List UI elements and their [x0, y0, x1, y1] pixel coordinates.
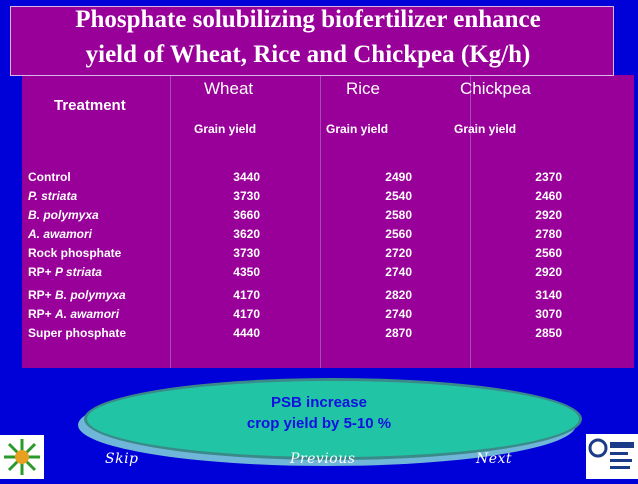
- yield-wheat: 4170: [233, 307, 260, 321]
- row-label-text: Control: [28, 170, 71, 184]
- yield-chickpea: 2780: [535, 227, 562, 241]
- callout-text: PSB increase crop yield by 5-10 %: [0, 392, 638, 434]
- title-bar: [10, 6, 614, 76]
- yield-chickpea: 2850: [535, 326, 562, 340]
- row-label-species: P striata: [55, 265, 102, 279]
- yield-wheat: 3730: [233, 246, 260, 260]
- column-divider: [470, 75, 471, 368]
- row-label: Rock phosphate: [28, 246, 121, 260]
- column-divider: [320, 75, 321, 368]
- table-panel: [22, 75, 634, 368]
- yield-rice: 2720: [385, 246, 412, 260]
- yield-chickpea: 2560: [535, 246, 562, 260]
- row-label-species: B. polymyxa: [28, 208, 99, 222]
- yield-chickpea: 2370: [535, 170, 562, 184]
- row-label-prefix: RP+: [28, 307, 56, 321]
- subheader-wheat: Grain yield: [194, 122, 257, 136]
- yield-wheat: 4170: [233, 288, 260, 302]
- row-label-prefix: RP+: [28, 288, 56, 302]
- yield-rice: 2540: [385, 189, 412, 203]
- yield-chickpea: 2920: [535, 208, 562, 222]
- yield-chickpea: 2460: [535, 189, 562, 203]
- column-divider: [170, 75, 171, 368]
- row-label-species: A. awamori: [28, 227, 93, 241]
- yield-rice: 2560: [385, 227, 412, 241]
- title-line-1: Phosphate solubilizing biofertilizer enh…: [75, 6, 541, 33]
- row-label: B. polymyxa: [28, 208, 99, 222]
- yield-wheat: 3730: [233, 189, 260, 203]
- yield-rice: 2490: [385, 170, 412, 184]
- callout-oval: [84, 378, 582, 460]
- row-label-species: A. awamori: [55, 307, 120, 321]
- next-link[interactable]: Next: [476, 451, 513, 467]
- row-label: Super phosphate: [28, 326, 126, 340]
- yield-wheat: 3620: [233, 227, 260, 241]
- row-label: RP+ B. polymyxa: [28, 288, 126, 302]
- title-line-2: yield of Wheat, Rice and Chickpea (Kg/h): [85, 41, 531, 68]
- crop-header-chickpea: Chickpea: [460, 79, 531, 98]
- row-label-species: P. striata: [28, 189, 78, 203]
- row-label: Control: [28, 170, 71, 184]
- subheader-rice: Grain yield: [326, 122, 389, 136]
- ignou-logo-icon: [586, 434, 638, 479]
- row-label: RP+ A. awamori: [28, 307, 119, 321]
- yield-rice: 2820: [385, 288, 412, 302]
- crop-header-wheat: Wheat: [204, 79, 254, 98]
- callout-line-2: crop yield by 5-10 %: [246, 415, 392, 432]
- yield-rice: 2740: [385, 307, 412, 321]
- row-label-text: Super phosphate: [28, 326, 127, 340]
- skip-link[interactable]: Skip: [105, 451, 139, 467]
- row-label: A. awamori: [28, 227, 92, 241]
- yield-wheat: 4350: [233, 265, 260, 279]
- yield-wheat: 3440: [233, 170, 260, 184]
- row-label: P. striata: [28, 189, 77, 203]
- previous-link[interactable]: Previous: [290, 451, 356, 467]
- row-label-species: B. polymyxa: [55, 288, 126, 302]
- yield-rice: 2870: [385, 326, 412, 340]
- crop-header-rice: Rice: [346, 79, 381, 98]
- yield-rice: 2580: [385, 208, 412, 222]
- subheader-chickpea: Grain yield: [454, 122, 517, 136]
- row-label-prefix: RP+: [28, 265, 56, 279]
- treatment-header: Treatment: [54, 97, 126, 114]
- yield-wheat: 3660: [233, 208, 260, 222]
- row-label-text: Rock phosphate: [28, 246, 122, 260]
- yield-chickpea: 3140: [535, 288, 562, 302]
- yield-wheat: 4440: [233, 326, 260, 340]
- row-label: RP+ P striata: [28, 265, 102, 279]
- yield-rice: 2740: [385, 265, 412, 279]
- yield-chickpea: 2920: [535, 265, 562, 279]
- callout-line-1: PSB increase: [271, 394, 367, 411]
- left-logo-icon: [0, 435, 44, 479]
- yield-chickpea: 3070: [535, 307, 562, 321]
- slide-title: Phosphate solubilizing biofertilizer enh…: [14, 2, 602, 72]
